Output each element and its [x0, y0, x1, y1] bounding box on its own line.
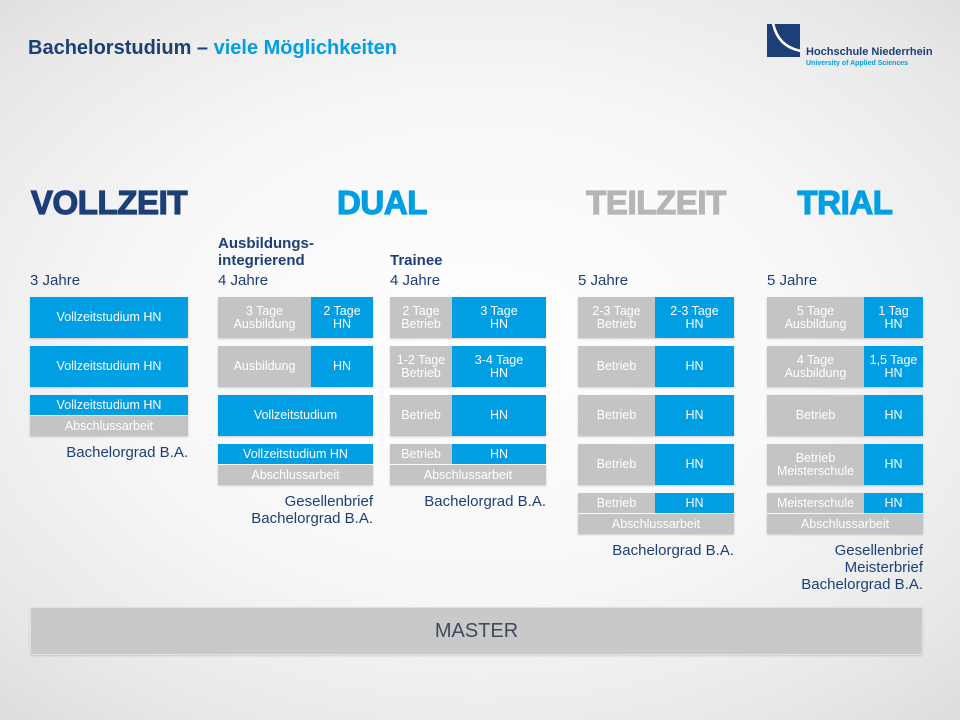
semester-row: 3 Tage Ausbildung 2 Tage HN — [218, 297, 373, 338]
hn-block: HN — [864, 444, 923, 485]
semester-row: Betrieb HN — [390, 395, 546, 436]
degree-item: Meisterbrief — [844, 559, 923, 576]
final-semester-row: Betrieb HN Abschlussarbeit — [578, 493, 734, 534]
thesis-block: Abschlussarbeit — [767, 514, 923, 534]
hn-block: 3-4 Tage HN — [452, 346, 546, 387]
hn-block: HN — [452, 395, 546, 436]
degree-list: Gesellenbrief Meisterbrief Bachelorgrad … — [767, 542, 923, 593]
semester-row: Ausbildung HN — [218, 346, 373, 387]
hn-block: 2 Tage HN — [311, 297, 373, 338]
title-subtitle: viele Möglichkeiten — [213, 37, 397, 59]
practice-block: Betrieb — [578, 493, 655, 513]
degree-list: Bachelorgrad B.A. — [578, 542, 734, 559]
heading-dual: DUAL — [336, 184, 428, 221]
degree-item: Gesellenbrief — [284, 493, 373, 510]
practice-block: 2-3 Tage Betrieb — [578, 297, 655, 338]
hn-logo-icon — [767, 24, 800, 57]
final-semester-top: Meisterschule HN — [767, 493, 923, 513]
practice-block: Meisterschule — [767, 493, 864, 513]
semester-row: Vollzeitstudium HN — [30, 346, 188, 387]
degree-item: Bachelorgrad B.A. — [801, 576, 923, 593]
practice-block: Betrieb — [390, 444, 452, 464]
hn-block: HN — [655, 395, 734, 436]
practice-block: Betrieb — [578, 395, 655, 436]
semester-row: 1-2 Tage Betrieb 3-4 Tage HN — [390, 346, 546, 387]
heading-vollzeit: VOLLZEIT — [30, 184, 188, 221]
degree-item: Bachelorgrad B.A. — [66, 444, 188, 461]
practice-block: Ausbildung — [218, 346, 311, 387]
degree-item: Gesellenbrief — [834, 542, 923, 559]
hn-block: 2-3 Tage HN — [655, 297, 734, 338]
semester-row: 4 Tage Ausbildung 1,5 Tage HN — [767, 346, 923, 387]
thesis-block: Abschlussarbeit — [30, 416, 188, 436]
semester-row: Betrieb Meisterschule HN — [767, 444, 923, 485]
practice-block: 4 Tage Ausbildung — [767, 346, 864, 387]
hn-block: Vollzeitstudium HN — [30, 297, 188, 338]
practice-block: Betrieb — [767, 395, 864, 436]
degree-item: Bachelorgrad B.A. — [251, 510, 373, 527]
degree-list: Bachelorgrad B.A. — [30, 444, 188, 461]
slide-title: Bachelorstudium – viele Möglichkeiten — [28, 38, 397, 58]
practice-block: 1-2 Tage Betrieb — [390, 346, 452, 387]
semester-row: Vollzeitstudium HN — [30, 297, 188, 338]
thesis-block: Abschlussarbeit — [578, 514, 734, 534]
thesis-block: Abschlussarbeit — [390, 465, 546, 485]
hn-block: HN — [452, 444, 546, 464]
practice-block: 2 Tage Betrieb — [390, 297, 452, 338]
hn-block: 3 Tage HN — [452, 297, 546, 338]
title-main: Bachelorstudium – — [28, 37, 209, 59]
heading-teilzeit: TEILZEIT — [585, 184, 726, 221]
semester-row: Vollzeitstudium — [218, 395, 373, 436]
column-subtitle: Trainee — [390, 252, 443, 269]
hn-block: HN — [864, 395, 923, 436]
hn-block: 1,5 Tage HN — [864, 346, 923, 387]
degree-item: Bachelorgrad B.A. — [424, 493, 546, 510]
heading-trial: TRIAL — [797, 184, 894, 221]
final-semester-row: Vollzeitstudium HN Abschlussarbeit — [218, 444, 373, 485]
hn-block: HN — [655, 444, 734, 485]
semester-row: 2-3 Tage Betrieb 2-3 Tage HN — [578, 297, 734, 338]
hn-block: Vollzeitstudium HN — [30, 346, 188, 387]
practice-block: Betrieb — [578, 346, 655, 387]
master-bar: MASTER — [30, 607, 923, 655]
practice-block: Betrieb — [578, 444, 655, 485]
semester-row: Betrieb HN — [578, 395, 734, 436]
degree-item: Bachelorgrad B.A. — [612, 542, 734, 559]
final-semester-row: Betrieb HN Abschlussarbeit — [390, 444, 546, 485]
semester-row: 5 Tage Ausbildung 1 Tag HN — [767, 297, 923, 338]
semester-row: Betrieb HN — [767, 395, 923, 436]
duration-label: 5 Jahre — [767, 272, 818, 289]
logo-tagline: University of Applied Sciences — [806, 60, 909, 67]
practice-block: Betrieb — [390, 395, 452, 436]
final-semester-top: Betrieb HN — [390, 444, 546, 464]
thesis-block: Abschlussarbeit — [218, 465, 373, 485]
duration-label: 3 Jahre — [30, 272, 81, 289]
semester-row: Betrieb HN — [578, 346, 734, 387]
hn-block: HN — [655, 346, 734, 387]
hn-block: HN — [311, 346, 373, 387]
subtitle-line: integrierend — [218, 252, 305, 269]
semester-row: Betrieb HN — [578, 444, 734, 485]
duration-label: 4 Jahre — [390, 272, 441, 289]
hn-block: HN — [864, 493, 923, 513]
final-semester-row: Meisterschule HN Abschlussarbeit — [767, 493, 923, 534]
practice-block: 5 Tage Ausbildung — [767, 297, 864, 338]
study-block: Vollzeitstudium HN — [30, 395, 188, 415]
hn-block: 1 Tag HN — [864, 297, 923, 338]
duration-label: 4 Jahre — [218, 272, 269, 289]
duration-label: 5 Jahre — [578, 272, 629, 289]
study-block: Vollzeitstudium — [218, 395, 373, 436]
semester-row: 2 Tage Betrieb 3 Tage HN — [390, 297, 546, 338]
column-subtitle: Ausbildungs- integrierend — [218, 235, 314, 269]
practice-block: 3 Tage Ausbildung — [218, 297, 311, 338]
subtitle-line: Ausbildungs- — [218, 235, 314, 252]
final-semester-top: Betrieb HN — [578, 493, 734, 513]
degree-list: Gesellenbrief Bachelorgrad B.A. — [218, 493, 373, 527]
study-block: Vollzeitstudium HN — [218, 444, 373, 464]
hn-block: HN — [655, 493, 734, 513]
final-semester-row: Vollzeitstudium HN Abschlussarbeit — [30, 395, 188, 436]
degree-list: Bachelorgrad B.A. — [390, 493, 546, 510]
practice-block: Betrieb Meisterschule — [767, 444, 864, 485]
logo-name: Hochschule Niederrhein — [806, 46, 933, 58]
